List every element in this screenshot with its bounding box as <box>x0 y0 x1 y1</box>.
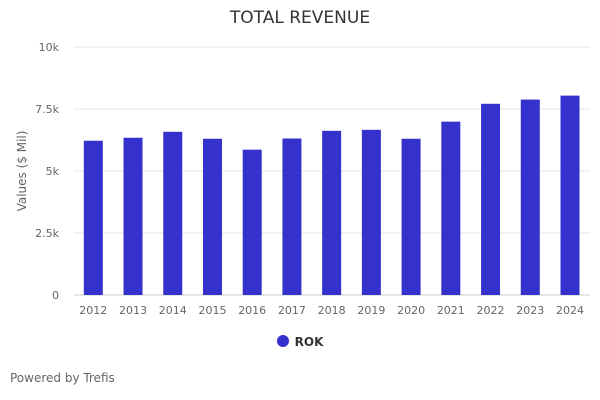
x-tick-label: 2015 <box>198 304 226 317</box>
x-tick-label: 2020 <box>397 304 425 317</box>
bar-2020[interactable] <box>401 138 421 295</box>
bar-chart: 0 2.5k 5k 7.5k 10k Values ($ Mil) 2012 2013 2014… <box>15 41 590 317</box>
bar-2017[interactable] <box>282 138 302 295</box>
bar-2024[interactable] <box>560 95 580 295</box>
x-tick-label: 2018 <box>318 304 346 317</box>
bar-2013[interactable] <box>123 137 143 295</box>
y-tick-label: 10k <box>39 41 60 54</box>
bar-2012[interactable] <box>83 140 103 295</box>
legend-marker <box>276 335 289 347</box>
bar-2021[interactable] <box>441 121 461 295</box>
legend-label: ROK <box>294 335 324 349</box>
x-tick-label: 2013 <box>119 304 147 317</box>
legend[interactable]: ROK <box>0 335 600 349</box>
x-tick-label: 2012 <box>79 304 107 317</box>
x-tick-label: 2014 <box>159 304 187 317</box>
bar-2018[interactable] <box>322 130 342 295</box>
bar-2022[interactable] <box>481 103 501 296</box>
y-tick-label: 5k <box>46 165 60 178</box>
x-tick-label: 2017 <box>278 304 306 317</box>
y-tick-label: 2.5k <box>35 227 59 240</box>
chart-title: TOTAL REVENUE <box>229 8 371 28</box>
bar-2019[interactable] <box>361 129 381 295</box>
powered-by-credit[interactable]: Powered by Trefis <box>10 371 115 385</box>
bar-2023[interactable] <box>520 99 540 296</box>
x-tick-label: 2024 <box>556 304 584 317</box>
x-tick-label: 2019 <box>357 304 385 317</box>
y-tick-label: 7.5k <box>35 103 59 116</box>
bar-2015[interactable] <box>202 138 222 295</box>
x-tick-label: 2023 <box>516 304 544 317</box>
x-tick-label: 2021 <box>437 304 465 317</box>
bar-2016[interactable] <box>242 149 262 295</box>
y-axis-label: Values ($ Mil) <box>15 131 29 212</box>
y-tick-label: 0 <box>52 289 59 302</box>
x-tick-label: 2022 <box>477 304 505 317</box>
x-tick-label: 2016 <box>238 304 266 317</box>
bar-2014[interactable] <box>163 131 183 295</box>
